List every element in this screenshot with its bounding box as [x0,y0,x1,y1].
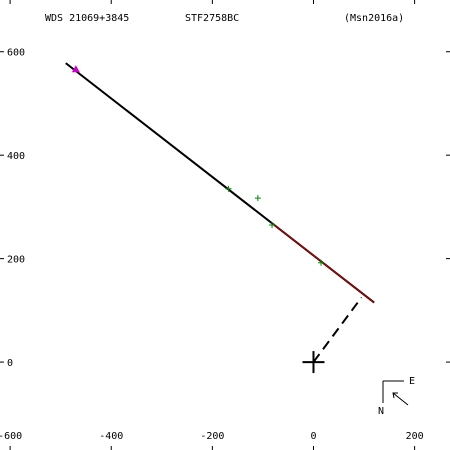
x-tick-label: 0 [310,431,316,442]
compass-north-label: N [378,406,384,417]
y-tick-label: 200 [7,255,25,266]
axis-tick-labels: -600 -400 -200 0 200 0 200 400 600 [0,48,424,442]
x-tick-label: -200 [200,431,224,442]
y-tick-label: 0 [7,358,13,369]
pair-name: STF2758BC [185,13,239,24]
y-tick-label: 600 [7,48,25,59]
x-tick-label: 200 [406,431,424,442]
compass: E N [378,376,415,417]
reference-code: (Msn2016a) [344,13,404,24]
y-tick-label: 400 [7,151,25,162]
motion-arrow-head [392,392,398,399]
motion-arrow-shaft [392,392,409,406]
x-tick-label: -400 [99,431,123,442]
periastron-link-line [312,296,363,363]
observation-triangle [71,65,80,73]
x-tick-label: -600 [0,431,22,442]
orbit-recent-segment [272,223,375,303]
observation-points [71,65,325,374]
compass-east-label: E [409,376,415,387]
wds-designation: WDS 21069+3845 [45,13,129,24]
